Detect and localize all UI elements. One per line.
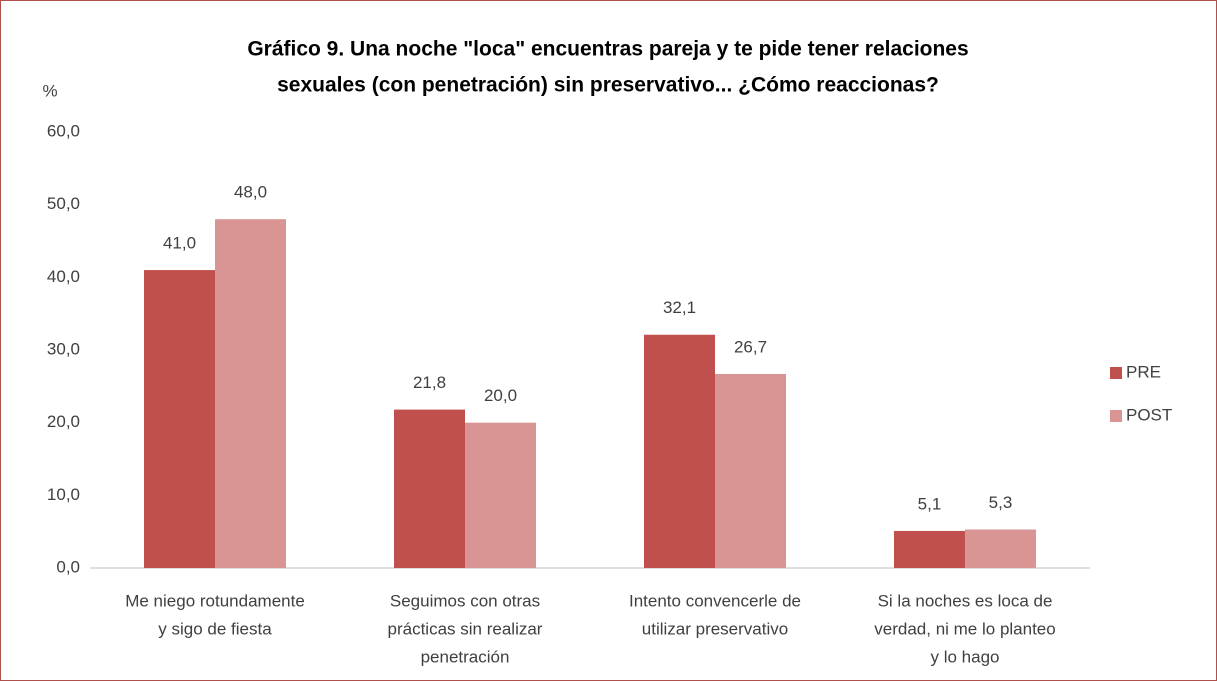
data-label: 32,1 xyxy=(663,298,696,317)
x-tick-label: y lo hago xyxy=(931,647,1000,666)
bar xyxy=(144,270,215,568)
x-tick-label: Me niego rotundamente xyxy=(125,591,305,610)
chart-title: sexuales (con penetración) sin preservat… xyxy=(277,74,939,97)
bar xyxy=(894,530,965,568)
data-label: 20,0 xyxy=(484,386,517,405)
legend-swatch xyxy=(1110,367,1122,379)
y-tick-label: 30,0 xyxy=(47,339,80,358)
data-label: 5,1 xyxy=(918,494,942,513)
bar xyxy=(215,219,286,568)
bar xyxy=(644,334,715,568)
y-tick-label: 20,0 xyxy=(47,412,80,431)
chart-title: Gráfico 9. Una noche "loca" encuentras p… xyxy=(247,38,968,61)
y-tick-label: 50,0 xyxy=(47,194,80,213)
bar xyxy=(465,422,536,568)
x-tick-label: y sigo de fiesta xyxy=(158,619,272,638)
data-label: 41,0 xyxy=(163,234,196,253)
y-tick-label: 40,0 xyxy=(47,267,80,286)
data-label: 48,0 xyxy=(234,183,267,202)
x-tick-label: prácticas sin realizar xyxy=(388,619,543,638)
x-tick-label: Si la noches es loca de xyxy=(878,591,1053,610)
bar xyxy=(715,373,786,568)
y-tick-label: 10,0 xyxy=(47,485,80,504)
x-tick-label: Intento convencerle de xyxy=(629,591,801,610)
bar xyxy=(394,409,465,568)
data-label: 5,3 xyxy=(989,493,1013,512)
legend-label: PRE xyxy=(1126,362,1161,381)
x-tick-label: verdad, ni me lo planteo xyxy=(874,619,1055,638)
legend-swatch xyxy=(1110,410,1122,422)
bar xyxy=(965,529,1036,568)
x-tick-label: penetración xyxy=(421,647,510,666)
y-axis-label: % xyxy=(42,81,57,100)
data-label: 26,7 xyxy=(734,337,767,356)
y-tick-label: 0,0 xyxy=(56,557,80,576)
data-label: 21,8 xyxy=(413,373,446,392)
legend-label: POST xyxy=(1126,405,1172,424)
x-tick-label: Seguimos con otras xyxy=(390,591,540,610)
y-tick-label: 60,0 xyxy=(47,121,80,140)
x-tick-label: utilizar preservativo xyxy=(642,619,788,638)
